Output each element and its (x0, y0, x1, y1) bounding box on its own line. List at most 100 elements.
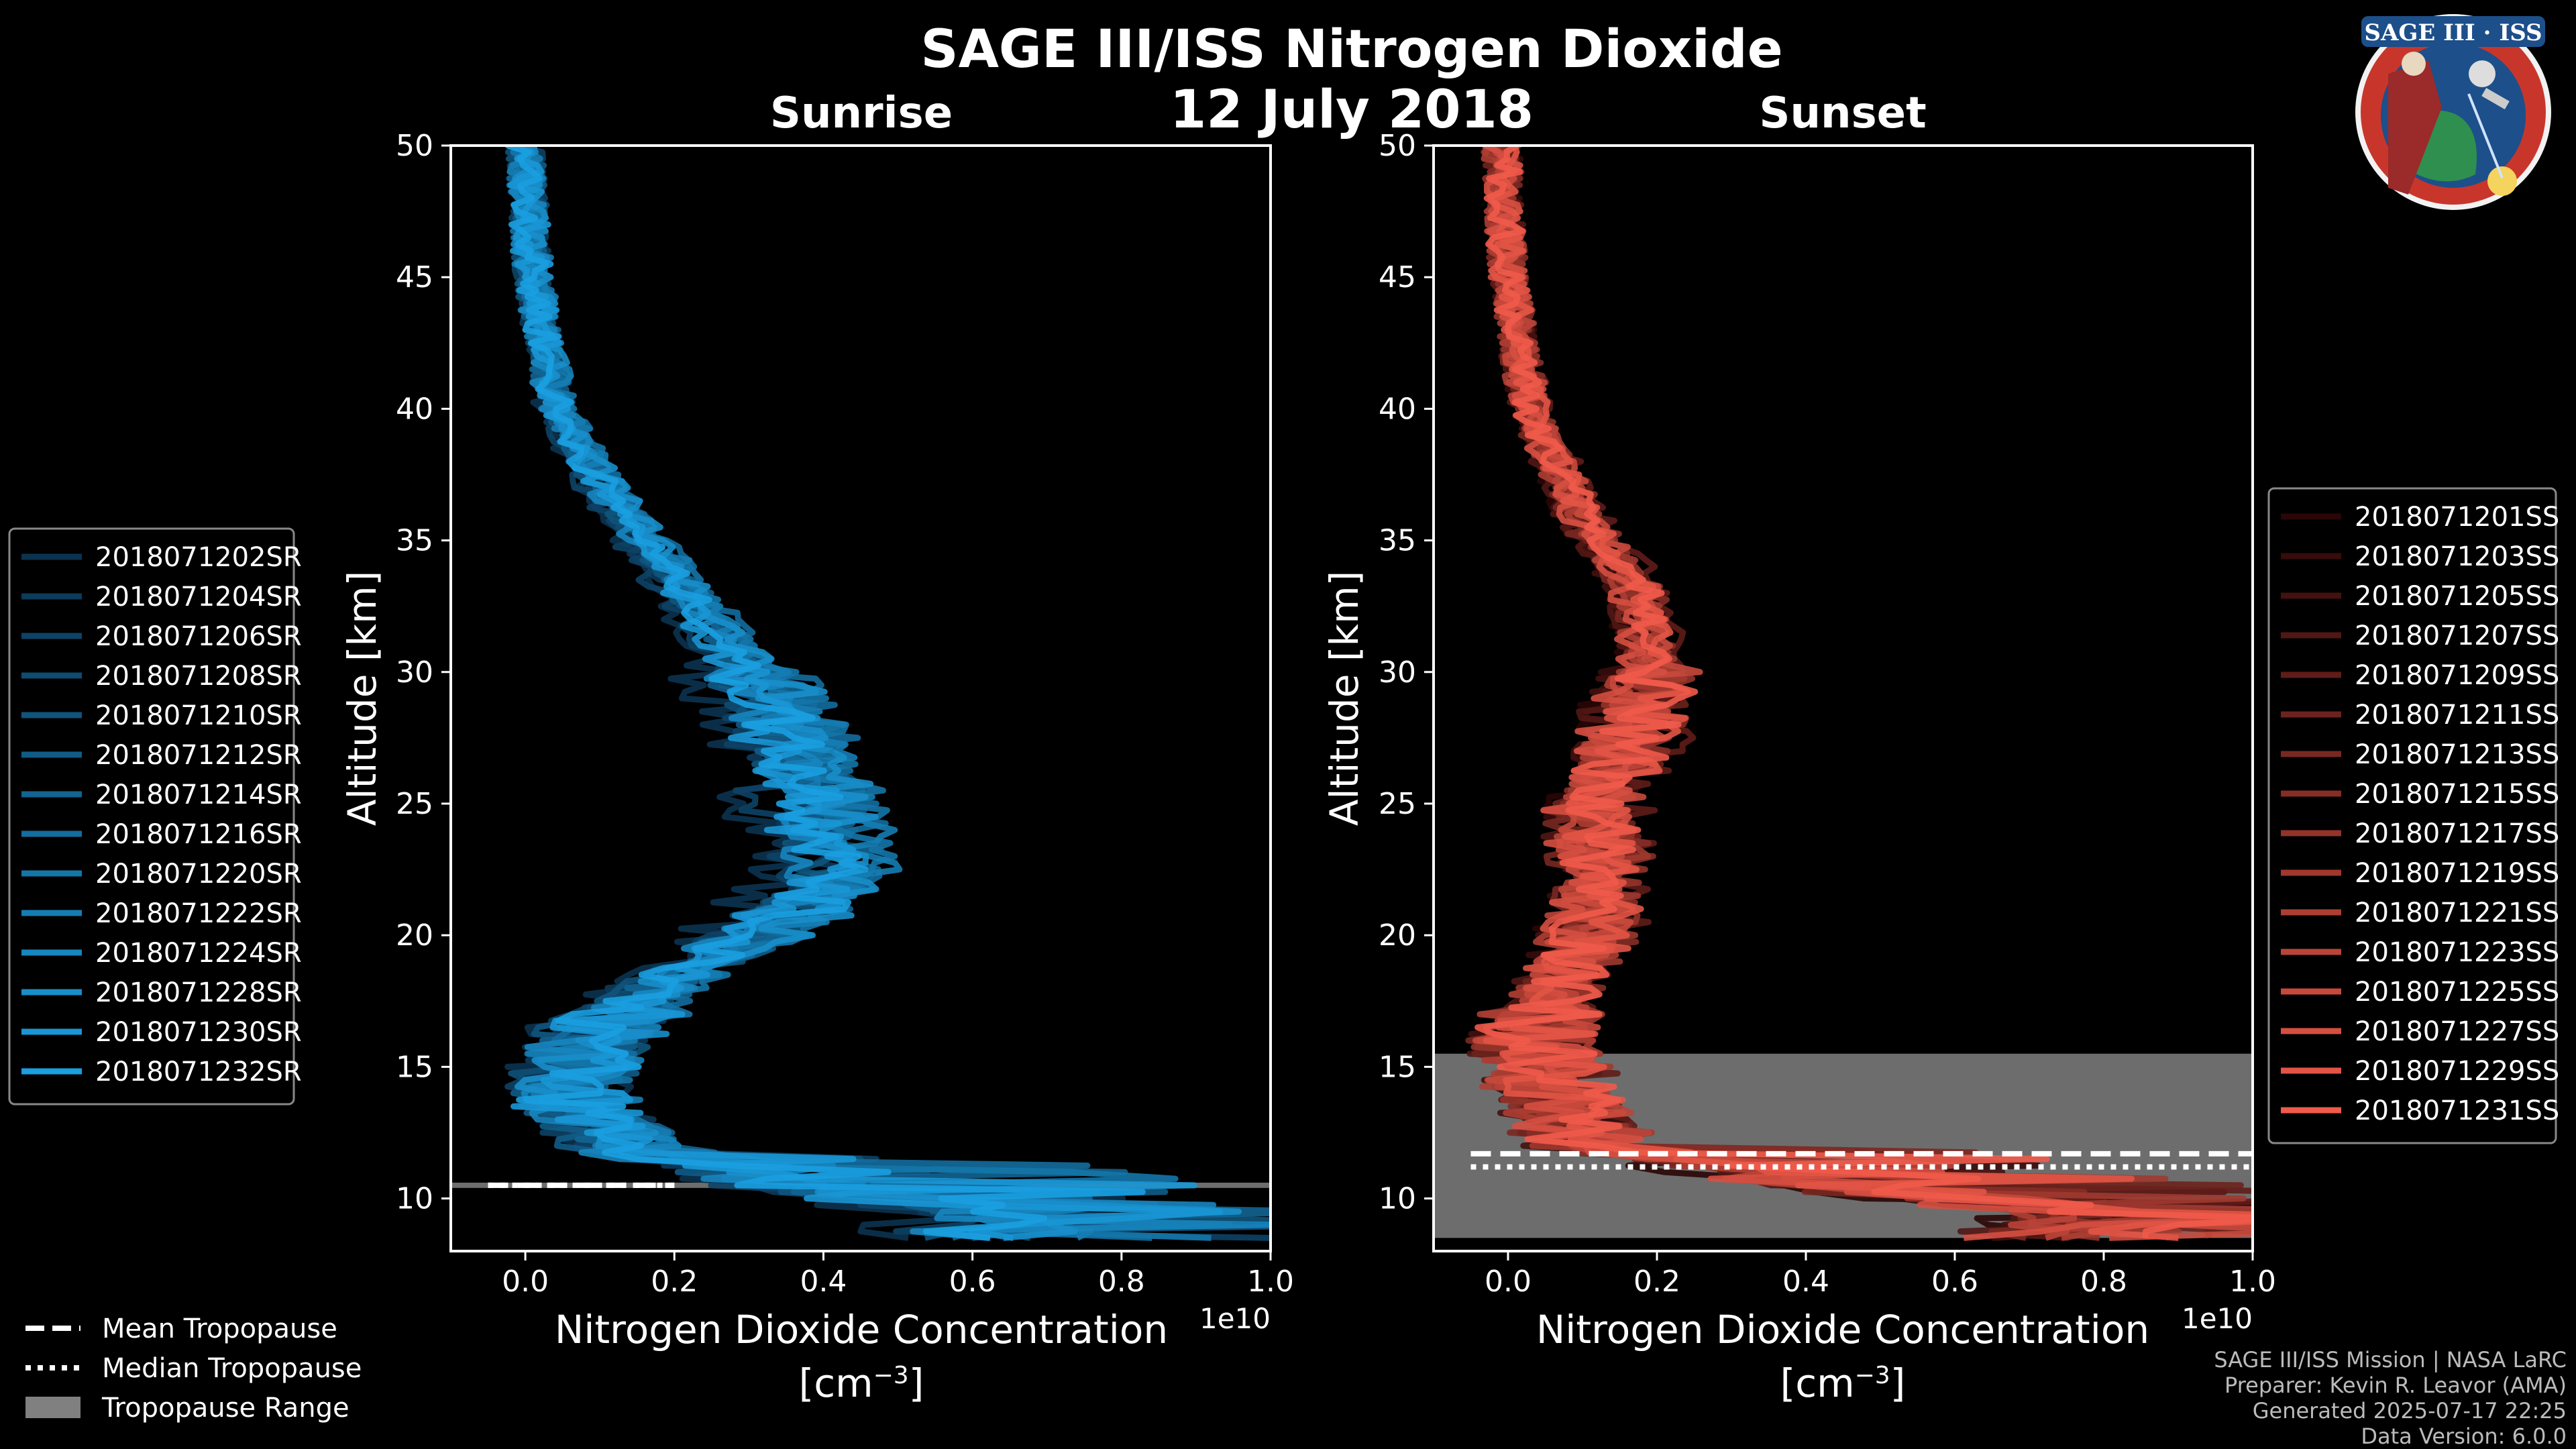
legend-label: 2018071227SS (2355, 1016, 2559, 1047)
tropopause-legend-label: Median Tropopause (102, 1353, 362, 1384)
x-tick-label: 0.8 (2080, 1265, 2127, 1299)
legend-label: 2018071210SR (95, 700, 302, 731)
legend-label: 2018071211SS (2355, 700, 2559, 731)
sunset-legend: 2018071201SS 2018071203SS 2018071205SS 2018… (2267, 487, 2559, 1144)
legend-label: 2018071222SR (95, 898, 302, 929)
y-tick-label: 45 (396, 260, 433, 294)
footer-line: SAGE III/ISS Mission | NASA LaRC (2214, 1347, 2567, 1373)
y-tick-label: 20 (396, 918, 433, 953)
sunset-x-axis-label: Nitrogen Dioxide Concentration (1536, 1307, 2149, 1352)
x-tick-label: 1.0 (1247, 1265, 1294, 1299)
sunrise-y-axis-label: Altitude [km] (339, 571, 385, 826)
y-tick-label: 30 (396, 655, 433, 690)
sunrise-ticks: 0.0 0.2 0.4 0.6 0.8 1.0 10 15 20 25 30 35 40 45 50 (396, 129, 1294, 1299)
y-tick-label: 15 (396, 1050, 433, 1084)
footer-credits: SAGE III/ISS Mission | NASA LaRCPreparer… (2214, 1347, 2567, 1449)
sunset-profiles (1434, 146, 2253, 1241)
y-tick-label: 25 (396, 787, 433, 821)
legend-label: 2018071217SS (2355, 818, 2559, 849)
legend-frame (2267, 487, 2557, 1144)
x-tick-label: 0.0 (1485, 1265, 1532, 1299)
x-tick-label: 0.4 (800, 1265, 847, 1299)
legend-label: 2018071221SS (2355, 898, 2559, 928)
y-tick-label: 20 (1379, 918, 1416, 953)
sunset-y-axis-label: Altitude [km] (1322, 571, 1367, 826)
y-tick-label: 35 (1379, 524, 1416, 558)
y-tick-label: 10 (1379, 1182, 1416, 1216)
main-title: SAGE III/ISS Nitrogen Dioxide (920, 19, 1782, 80)
y-tick-label: 10 (396, 1182, 433, 1216)
sunset-ticks: 0.0 0.2 0.4 0.6 0.8 1.0 10 15 20 25 30 35 40 45 50 (1379, 129, 2276, 1299)
y-tick-label: 45 (1379, 260, 1416, 294)
legend-label: 2018071224SR (95, 938, 302, 969)
logo-station-icon (2481, 87, 2510, 110)
y-tick-label: 30 (1379, 655, 1416, 690)
profile-2018071224SR (508, 146, 1271, 1241)
logo-figure-icon (2388, 60, 2442, 195)
legend-label: 2018071223SS (2355, 937, 2559, 968)
sunset-panel: 0.0 0.2 0.4 0.6 0.8 1.0 10 15 20 25 30 35 40 45 50 Nit… (1322, 129, 2276, 1406)
x-tick-label: 0.6 (949, 1265, 996, 1299)
sunrise-x-axis-label: Nitrogen Dioxide Concentration (555, 1307, 1168, 1352)
legend-label: 2018071231SS (2355, 1095, 2559, 1126)
x-tick-label: 0.0 (502, 1265, 549, 1299)
y-tick-label: 50 (1379, 129, 1416, 163)
legend-label: 2018071206SR (95, 621, 302, 652)
legend-label: 2018071201SS (2355, 502, 2559, 533)
x-tick-label: 0.2 (651, 1265, 698, 1299)
profile-2018071232SR (504, 146, 1146, 1241)
legend-label: 2018071215SS (2355, 779, 2559, 810)
footer-line: Generated 2025-07-17 22:25 (2253, 1398, 2567, 1424)
x-tick-label: 0.8 (1098, 1265, 1145, 1299)
legend-label: 2018071203SS (2355, 541, 2559, 572)
sunrise-axes-frame (449, 144, 1272, 1252)
x-tick-label: 1.0 (2229, 1265, 2276, 1299)
sunrise-legend: 2018071202SR 2018071204SR 2018071206SR 2018… (8, 527, 302, 1106)
sunset-x-axis-unit: [cm−3] (1780, 1360, 1906, 1406)
legend-label: 2018071212SR (95, 740, 302, 771)
x-tick-label: 0.2 (1633, 1265, 1680, 1299)
sage-logo: SAGE III · ISS (2355, 14, 2551, 210)
tropopause-legend-label: Tropopause Range (101, 1393, 350, 1424)
y-tick-label: 35 (396, 524, 433, 558)
sunrise-title: Sunrise (770, 89, 953, 138)
sunrise-profiles (451, 146, 1271, 1241)
legend-label: 2018071209SS (2355, 660, 2559, 691)
legend-label: 2018071220SR (95, 859, 302, 890)
legend-label: 2018071230SR (95, 1017, 302, 1048)
profile-2018071230SR (504, 146, 1224, 1241)
tropopause-legend-label: Mean Tropopause (102, 1313, 337, 1344)
y-tick-label: 40 (1379, 392, 1416, 426)
legend-label: 2018071204SR (95, 582, 302, 612)
legend-label: 2018071232SR (95, 1057, 302, 1087)
sunset-axes-frame (1432, 144, 2254, 1252)
y-tick-label: 40 (396, 392, 433, 426)
sunrise-x-axis-unit: [cm−3] (799, 1360, 924, 1406)
legend-label: 2018071207SS (2355, 621, 2559, 651)
profile-2018071231SS (1474, 146, 2253, 1238)
legend-label: 2018071216SR (95, 819, 302, 850)
y-tick-label: 15 (1379, 1050, 1416, 1084)
y-tick-label: 50 (396, 129, 433, 163)
logo-head-icon (2402, 52, 2426, 76)
logo-beam-icon (2467, 93, 2504, 178)
legend-label: 2018071228SR (95, 977, 302, 1008)
legend-label: 2018071213SS (2355, 739, 2559, 770)
date-subtitle: 12 July 2018 (1170, 80, 1534, 140)
legend-label: 2018071214SR (95, 780, 302, 810)
legend-label: 2018071202SR (95, 542, 302, 573)
legend-label: 2018071205SS (2355, 581, 2559, 612)
legend-label: 2018071229SS (2355, 1056, 2559, 1087)
footer-line: Data Version: 6.0.0 (2361, 1424, 2567, 1449)
sunrise-plot-area (451, 146, 1271, 1241)
logo-sun-icon (2487, 166, 2517, 196)
sunset-title: Sunset (1759, 89, 1926, 138)
sunset-plot-area (1434, 146, 2253, 1241)
logo-banner (2361, 16, 2545, 47)
legend-label: 2018071225SS (2355, 977, 2559, 1008)
x-tick-label: 0.4 (1782, 1265, 1829, 1299)
logo-moon-icon (2469, 60, 2496, 87)
footer-line: Preparer: Kevin R. Leavor (AMA) (2224, 1373, 2567, 1398)
tropopause-range-swatch (25, 1397, 80, 1418)
